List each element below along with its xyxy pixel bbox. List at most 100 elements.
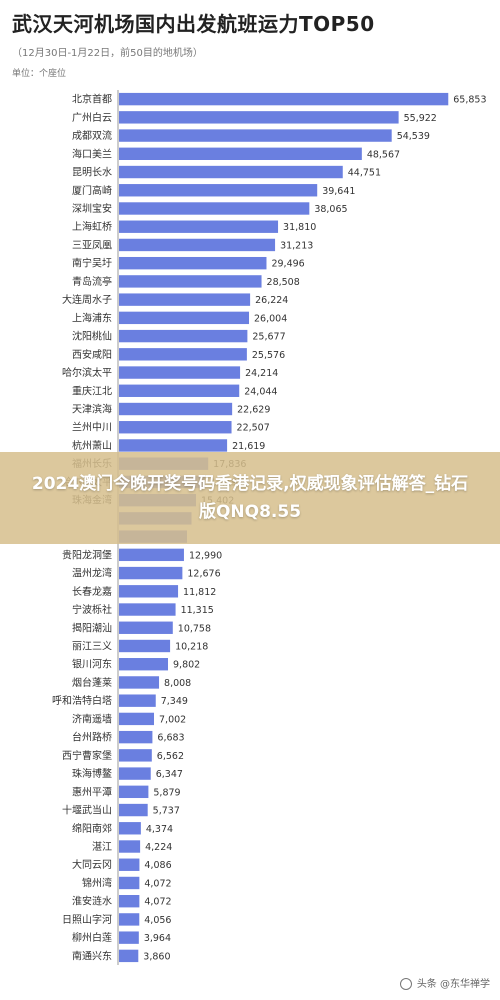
category-label: 呼和浩特白塔	[52, 694, 112, 707]
overlay-banner[interactable]: 2024澳门今晚开奖号码香港记录,权威现象评估解答_钻石版QNQ8.55	[0, 452, 500, 544]
value-label: 4,086	[144, 860, 171, 871]
bar	[119, 202, 310, 215]
value-label: 6,683	[157, 733, 184, 744]
bar	[119, 749, 152, 762]
bar	[119, 803, 148, 817]
bar	[119, 256, 267, 270]
value-label: 22,507	[237, 423, 270, 434]
category-label: 长春龙嘉	[72, 585, 112, 598]
category-label: 西安咸阳	[72, 348, 112, 361]
bar	[119, 658, 169, 671]
value-label: 6,562	[157, 751, 184, 762]
value-label: 55,922	[404, 113, 437, 124]
value-label: 38,065	[314, 204, 347, 215]
category-label: 广州白云	[72, 111, 112, 124]
bar	[119, 548, 184, 562]
chart-title: 武汉天河机场国内出发航班运力TOP50	[12, 12, 375, 36]
watermark-logo-icon	[399, 978, 412, 990]
category-label: 贵阳龙洞堡	[62, 548, 112, 561]
value-label: 48,567	[367, 149, 400, 160]
value-label: 12,990	[189, 550, 222, 561]
category-label: 兰州中川	[72, 421, 112, 434]
bar	[119, 384, 240, 397]
bar	[119, 129, 392, 142]
bar	[119, 348, 247, 361]
value-label: 24,214	[245, 368, 278, 379]
category-label: 宁波栎社	[72, 603, 112, 616]
category-label: 海口美兰	[72, 147, 112, 160]
value-label: 4,072	[144, 878, 171, 889]
category-label: 台州路桥	[72, 731, 112, 744]
category-label: 揭阳潮汕	[72, 621, 112, 634]
bar	[119, 238, 276, 252]
value-label: 3,964	[144, 933, 171, 944]
value-label: 22,629	[237, 405, 270, 416]
category-label: 青岛流亭	[72, 275, 112, 288]
category-label: 西宁曹家堡	[62, 749, 112, 762]
category-label: 温州龙湾	[72, 567, 112, 580]
category-label: 厦门高崎	[72, 184, 112, 197]
value-label: 3,860	[143, 951, 170, 962]
category-label: 湛江	[92, 841, 112, 853]
value-label: 21,619	[232, 441, 265, 452]
category-label: 杭州萧山	[72, 439, 112, 452]
bar	[119, 876, 140, 890]
bar	[119, 621, 173, 634]
value-label: 4,224	[145, 842, 172, 853]
category-label: 淮安涟水	[72, 895, 112, 908]
value-label: 25,677	[252, 332, 285, 343]
bar	[119, 275, 262, 288]
value-label: 10,218	[175, 641, 208, 652]
value-label: 54,539	[397, 131, 430, 142]
category-label: 沈阳桃仙	[72, 330, 112, 343]
bar	[119, 439, 228, 452]
category-label: 三亚凤凰	[72, 239, 112, 251]
value-label: 6,347	[156, 769, 183, 780]
category-label: 上海虹桥	[72, 220, 112, 233]
value-label: 65,853	[453, 95, 486, 106]
category-label: 十堰武当山	[62, 804, 112, 817]
bar	[119, 785, 149, 799]
category-label: 哈尔滨太平	[62, 366, 112, 379]
category-label: 大同云冈	[72, 858, 112, 871]
bar	[119, 712, 155, 726]
value-label: 8,008	[164, 678, 191, 689]
value-label: 11,315	[181, 605, 214, 616]
value-label: 5,879	[153, 787, 180, 798]
value-label: 25,576	[252, 350, 285, 361]
bar	[119, 421, 232, 434]
bar	[119, 402, 233, 416]
bar	[119, 293, 251, 306]
value-label: 4,056	[144, 915, 171, 926]
category-label: 日照山字河	[62, 913, 112, 926]
category-label: 成都双流	[72, 129, 112, 142]
bar	[119, 840, 141, 853]
banner-text[interactable]: 2024澳门今晚开奖号码香港记录,权威现象评估解答_钻石版QNQ8.55	[31, 474, 469, 522]
value-label: 31,810	[283, 222, 316, 233]
category-label: 昆明长水	[72, 167, 112, 179]
value-label: 44,751	[348, 168, 381, 179]
value-label: 29,496	[271, 259, 304, 270]
value-label: 39,641	[322, 186, 355, 197]
bar	[119, 949, 139, 963]
category-label: 大连周水子	[62, 293, 112, 306]
bar	[119, 730, 153, 744]
category-label: 深圳宝安	[72, 202, 112, 215]
bar	[119, 311, 250, 325]
category-label: 柳州白莲	[72, 931, 112, 944]
bar	[119, 676, 160, 689]
bar	[119, 366, 241, 379]
bar	[119, 566, 183, 580]
value-label: 10,758	[178, 623, 211, 634]
value-label: 28,508	[267, 277, 300, 288]
bar	[119, 639, 171, 653]
bar	[119, 165, 343, 179]
value-label: 4,374	[146, 824, 173, 835]
bar	[119, 184, 318, 197]
bar	[119, 931, 139, 944]
bar	[119, 603, 176, 616]
watermark: 头条 @东华禅学	[280, 975, 490, 990]
bar	[119, 822, 141, 835]
bar	[119, 694, 156, 707]
